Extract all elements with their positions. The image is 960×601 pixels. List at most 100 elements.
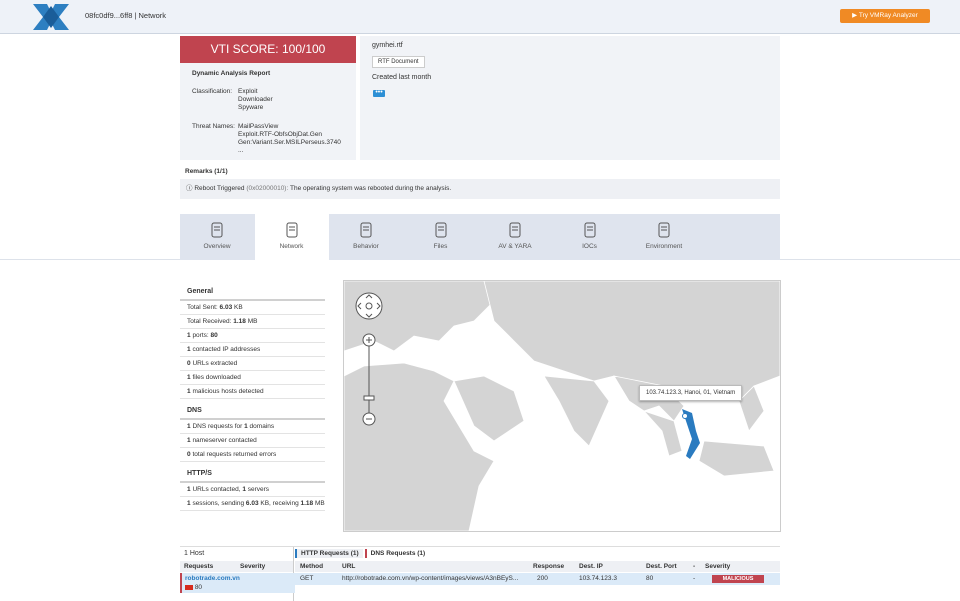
stat-part: 0	[187, 451, 191, 458]
column-header[interactable]: Method	[300, 563, 324, 570]
tab[interactable]: Behavior	[329, 214, 403, 260]
host-row[interactable]: robotrade.com.vn 80	[180, 573, 295, 593]
tab[interactable]: IOCs	[553, 214, 627, 260]
stat-line: Total Received: 1.18 MB	[180, 315, 325, 329]
tab[interactable]: Network	[254, 214, 329, 260]
stat-line: Total Sent: 6.03 KB	[180, 301, 325, 315]
stat-line: 0 total requests returned errors	[180, 448, 325, 462]
column-header[interactable]: -	[693, 563, 696, 570]
tab[interactable]: Overview	[180, 214, 254, 260]
list-item: MailPassView	[238, 123, 279, 130]
tab-icon	[584, 222, 595, 238]
stat-part: 6.03	[219, 304, 233, 311]
host-name[interactable]: robotrade.com.vn	[185, 575, 240, 582]
tab-label[interactable]: IOCs	[582, 243, 597, 250]
stat-line: 1 files downloaded	[180, 371, 325, 385]
request-tab[interactable]: DNS Requests (1)	[364, 549, 430, 558]
tab-label[interactable]: Environment	[645, 243, 683, 250]
hosts-panel: 1 Host Requests Severity robotrade.com.vn…	[180, 547, 295, 601]
try-button[interactable]: ▶ Try VMRay Analyzer	[840, 9, 930, 23]
host-col[interactable]: Severity	[240, 563, 266, 570]
remark-text: The operating system was rebooted during…	[289, 185, 452, 192]
stat-part: ports:	[192, 332, 209, 339]
column-header[interactable]: Severity	[705, 563, 731, 570]
stat-part: 1	[187, 388, 191, 395]
stat-part: Total Received:	[187, 318, 232, 325]
stat-part: 0	[187, 360, 191, 367]
tab[interactable]: AV & YARA	[478, 214, 552, 260]
stat-part: sessions, sending	[192, 500, 245, 507]
column-header[interactable]: Dest. IP	[579, 563, 603, 570]
tab-label[interactable]: Overview	[203, 243, 231, 250]
tab-icon	[211, 222, 223, 238]
file-type: RTF Document	[372, 56, 425, 68]
stat-part: 1	[187, 346, 191, 353]
request-tabs: HTTP Requests (1) DNS Requests (1)	[295, 549, 431, 560]
table-row[interactable]: GET http://robotrade.com.vn/wp-content/im…	[295, 573, 780, 585]
stat-part: KB	[234, 304, 243, 311]
map-svg	[344, 281, 780, 531]
page-title: 08fc0df9...6ff8 | Network	[85, 11, 167, 20]
stat-part: domains	[249, 423, 275, 430]
stat-part: 1	[187, 332, 191, 339]
stat-part: servers	[247, 486, 270, 493]
requests-panel: 1 Host Requests Severity robotrade.com.vn…	[180, 546, 780, 601]
stat-part: MB	[247, 318, 258, 325]
tab-label[interactable]: Files	[433, 243, 448, 250]
stat-part: 1	[187, 374, 191, 381]
host-col[interactable]: Requests	[184, 563, 214, 570]
list-item: Spyware	[238, 104, 264, 111]
stat-part: URLs extracted	[192, 360, 238, 367]
cell: 103.74.123.3	[579, 575, 617, 582]
tab[interactable]: Files	[404, 214, 478, 260]
more-button[interactable]: •••	[373, 89, 385, 97]
map[interactable]: 103.74.123.3, Hanoi, 01, Vietnam	[343, 280, 781, 532]
stat-line: 1 sessions, sending 6.03 KB, receiving 1…	[180, 497, 325, 511]
stat-part: 1	[187, 500, 191, 507]
cell: 200	[537, 575, 548, 582]
stat-part: URLs contacted,	[192, 486, 241, 493]
tab-icon	[658, 222, 670, 238]
stat-part: 1	[187, 437, 191, 444]
remark-code: (0x02000010):	[246, 185, 289, 192]
stat-part: nameserver contacted	[192, 437, 257, 444]
stat-part: DNS requests for	[192, 423, 243, 430]
tab-icon	[286, 222, 297, 238]
file-name: gymhei.rtf	[372, 42, 403, 49]
section-title: HTTP/S	[180, 466, 325, 483]
hosts-title: 1 Host	[184, 550, 205, 557]
column-header[interactable]: URL	[342, 563, 356, 570]
section-title: DNS	[180, 403, 325, 420]
column-header[interactable]: Dest. Port	[646, 563, 677, 570]
tab-label[interactable]: AV & YARA	[498, 243, 532, 250]
stat-part: 1.18	[233, 318, 246, 325]
vti-score: VTI SCORE: 100/100	[180, 36, 356, 63]
stat-line: 1 ports: 80	[180, 329, 325, 343]
request-tab[interactable]: HTTP Requests (1)	[295, 549, 363, 558]
stat-part: malicious hosts detected	[192, 388, 264, 395]
column-header[interactable]: Response	[533, 563, 565, 570]
severity-badge: MALICIOUS	[712, 575, 764, 583]
class-label: Classification:	[192, 88, 233, 95]
tab-label[interactable]: Behavior	[353, 243, 379, 250]
list-item: Gen:Variant.Ser.MSILPerseus.3740	[238, 139, 341, 146]
tab-label[interactable]: Network	[279, 243, 304, 250]
threats: MailPassView Exploit.RTF-ObfsObjDat.Gen Ge…	[238, 123, 341, 155]
remarks: Remarks (1/1) ⓘ Reboot Triggered (0x0200…	[180, 165, 780, 200]
tab-icon	[435, 222, 446, 238]
host-port: 80	[194, 584, 203, 591]
button-label[interactable]: Try VMRay Analyzer	[858, 12, 918, 19]
stat-part: 6.03	[245, 500, 259, 507]
stat-part: contacted IP addresses	[192, 346, 261, 353]
stat-part: 80	[210, 332, 218, 339]
stat-line: 1 URLs contacted, 1 servers	[180, 483, 325, 497]
summary-left: VTI SCORE: 100/100 Dynamic Analysis Repo…	[180, 36, 356, 160]
list-item: Exploit	[238, 88, 258, 95]
table-header: Method URL Response Dest. IP Dest. Port - Seve…	[295, 561, 780, 572]
stat-part: MB	[314, 500, 325, 507]
tab-icon	[360, 222, 372, 238]
tab[interactable]: Environment	[627, 214, 701, 260]
map-tooltip: 103.74.123.3, Hanoi, 01, Vietnam	[639, 385, 743, 401]
stat-part: 1	[244, 423, 248, 430]
